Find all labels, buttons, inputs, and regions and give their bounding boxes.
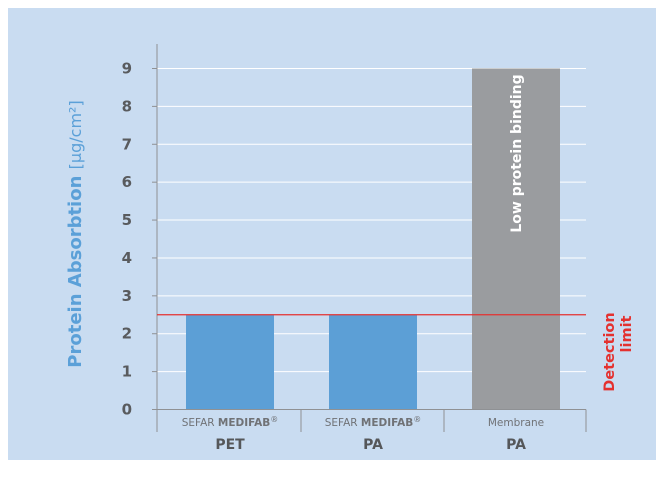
category-sublabel: SEFAR MEDIFAB® <box>325 415 422 429</box>
category-label: PET <box>215 437 245 453</box>
y-tick-label: 8 <box>122 97 132 115</box>
y-tick-label: 4 <box>122 249 132 267</box>
bar <box>472 68 560 410</box>
detection-limit-label: Detection <box>602 312 618 391</box>
bar <box>186 314 274 410</box>
y-axis-title: Protein Absorbtion [µg/cm²] <box>65 100 86 367</box>
chart-panel: 0 1 2 3 4 5 6 7 8 9 Low protein binding SEFAR MEDIF… <box>8 8 656 460</box>
category-sublabel-prefix: SEFAR <box>325 417 361 429</box>
y-tick-label: 0 <box>122 401 132 419</box>
bar-annotation: Low protein binding <box>509 74 525 232</box>
y-tick-label: 7 <box>122 135 132 153</box>
y-tick-label: 2 <box>122 325 132 343</box>
detection-limit-label: limit <box>619 315 635 352</box>
category-label: PA <box>506 437 526 453</box>
y-tick-label: 9 <box>122 60 132 78</box>
category-sublabel-brand: MEDIFAB <box>361 417 413 429</box>
category-sublabel-brand: MEDIFAB <box>218 417 270 429</box>
y-tick-label: 1 <box>122 363 132 381</box>
y-axis-title-unit: [µg/cm²] <box>66 100 85 169</box>
category-sublabel-mark: ® <box>270 415 278 424</box>
bar <box>329 314 417 410</box>
category-sublabel-prefix: Membrane <box>488 417 544 429</box>
category-sublabel: SEFAR MEDIFAB® <box>182 415 279 429</box>
y-tick-label: 3 <box>122 287 132 305</box>
y-axis-title-text: Protein Absorbtion <box>65 169 86 367</box>
category-sublabel: Membrane <box>488 417 544 429</box>
y-tick-label: 5 <box>122 211 132 229</box>
category-sublabel-prefix: SEFAR <box>182 417 218 429</box>
category-label: PA <box>363 437 383 453</box>
y-tick-label: 6 <box>122 173 132 191</box>
protein-absorption-chart: 0 1 2 3 4 5 6 7 8 9 Low protein binding SEFAR MEDIF… <box>65 44 635 453</box>
category-sublabel-mark: ® <box>413 415 421 424</box>
